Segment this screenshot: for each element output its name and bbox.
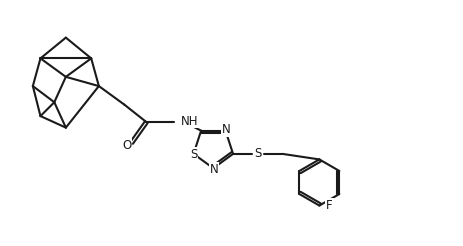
Text: N: N — [222, 123, 230, 136]
Text: F: F — [325, 199, 332, 212]
Text: S: S — [254, 147, 261, 160]
Text: N: N — [209, 163, 218, 176]
Text: S: S — [189, 148, 197, 161]
Text: O: O — [122, 139, 131, 152]
Text: NH: NH — [181, 115, 198, 128]
